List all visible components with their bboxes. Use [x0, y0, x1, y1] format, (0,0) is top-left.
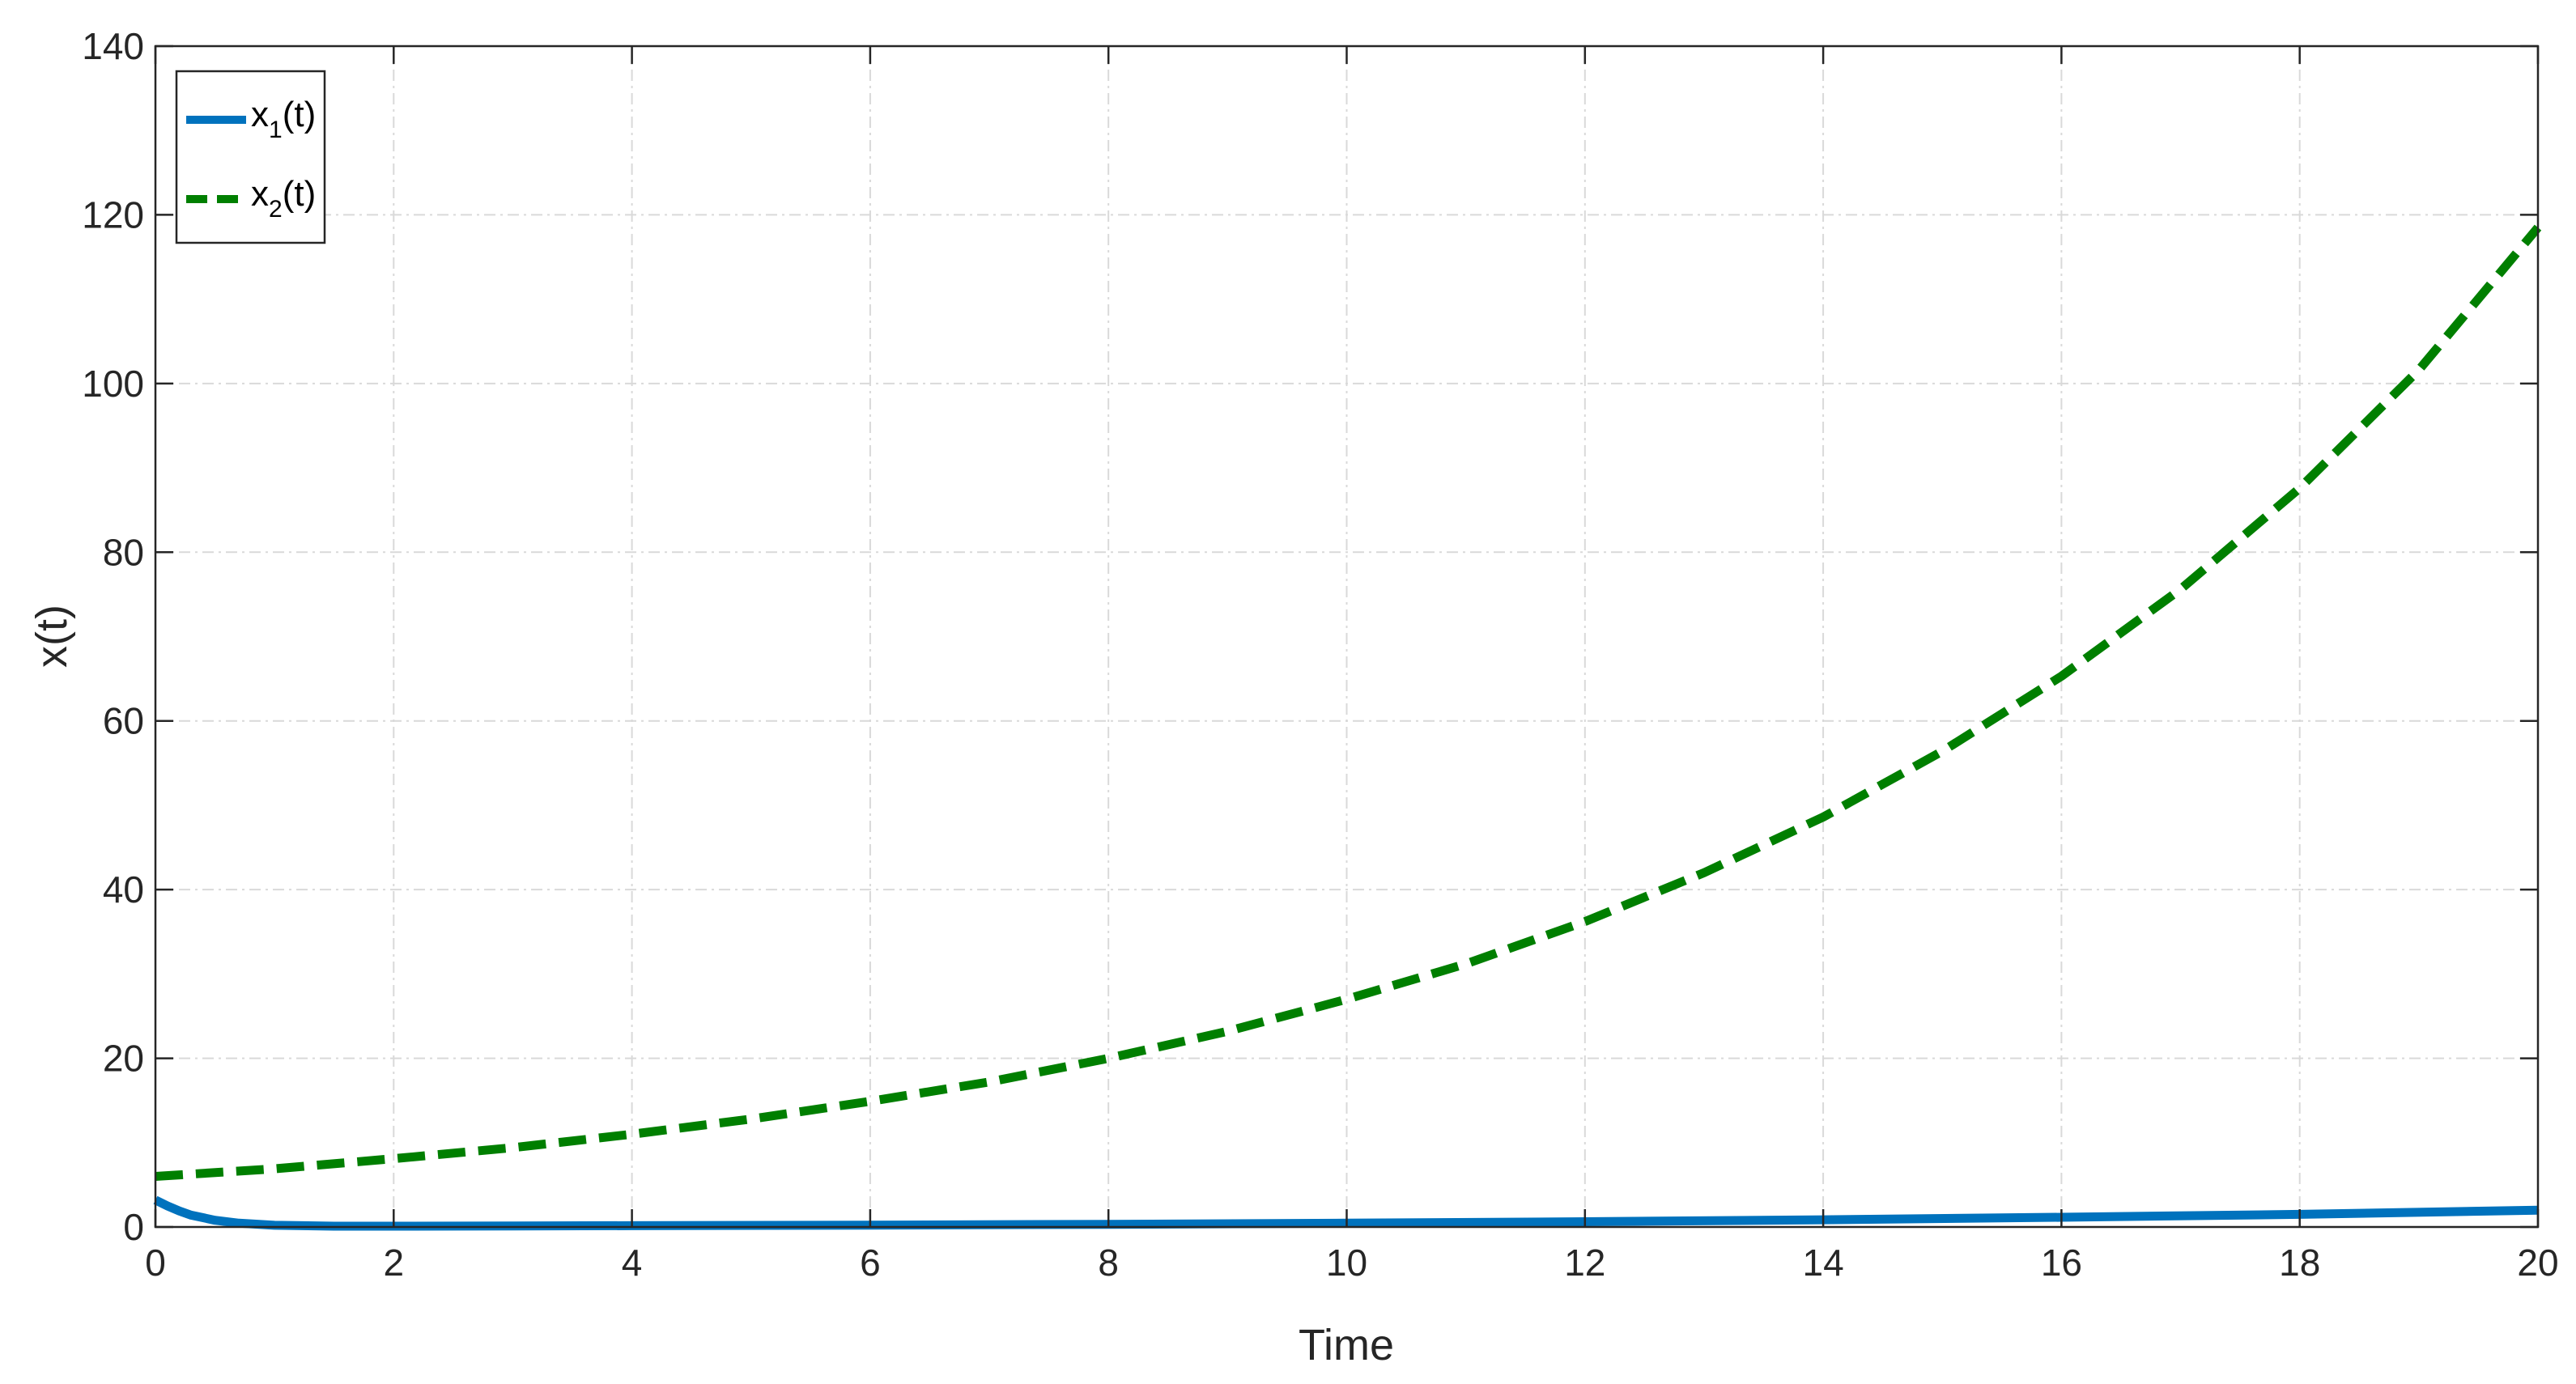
y-tick-label: 60: [103, 700, 144, 742]
ticks: [154, 45, 2540, 1229]
x-tick-label: 14: [1803, 1242, 1844, 1284]
x-tick-label: 0: [145, 1242, 166, 1284]
x-tick-label: 4: [622, 1242, 643, 1284]
grid: [155, 46, 2538, 1227]
x-axis-title: Time: [1299, 1321, 1394, 1369]
y-tick-label: 0: [123, 1206, 144, 1248]
legend-label-1: x1(t): [251, 95, 316, 143]
legend-box: [175, 70, 326, 244]
x-tick-label: 8: [1098, 1242, 1119, 1284]
legend: x1(t) x2(t): [175, 70, 326, 244]
x-tick-label: 18: [2279, 1242, 2320, 1284]
y-tick-label: 80: [103, 531, 144, 573]
y-tick-label: 20: [103, 1038, 144, 1080]
y-tick-label: 100: [82, 363, 144, 405]
x-tick-labels: 0 2 4 6 8 10 12 14 16 18 20: [145, 1242, 2558, 1284]
x-tick-label: 16: [2041, 1242, 2082, 1284]
x-tick-label: 6: [860, 1242, 881, 1284]
y-tick-label: 40: [103, 868, 144, 911]
y-tick-labels: 0 20 40 60 80 100 120 140: [82, 25, 144, 1248]
legend-label-2: x2(t): [251, 174, 316, 223]
y-axis-title: x(t): [28, 605, 76, 668]
y-tick-label: 140: [82, 25, 144, 67]
x-tick-label: 10: [1326, 1242, 1367, 1284]
x-tick-label: 12: [1564, 1242, 1605, 1284]
y-tick-label: 120: [82, 193, 144, 236]
x-tick-label: 20: [2517, 1242, 2558, 1284]
x-tick-label: 2: [384, 1242, 405, 1284]
